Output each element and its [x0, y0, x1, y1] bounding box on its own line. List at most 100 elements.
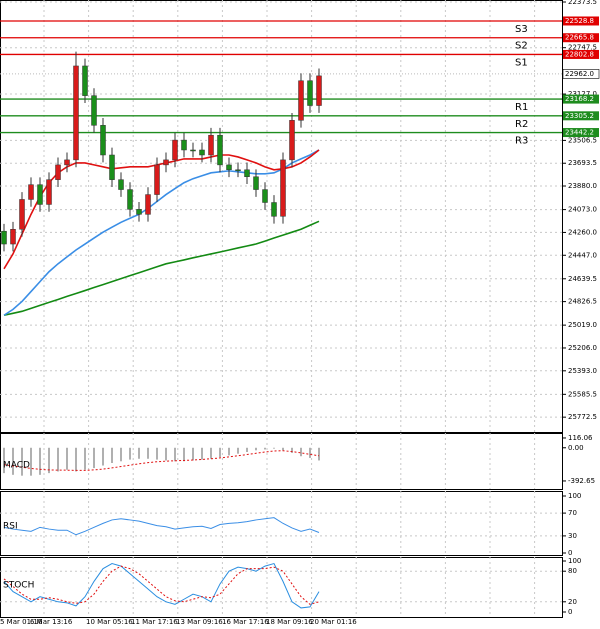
- candle-body: [262, 189, 268, 203]
- macd-bar: [273, 447, 275, 449]
- macd-bar: [57, 447, 59, 472]
- x-tick-label: 11 Mar 17:16: [131, 618, 178, 626]
- candle-body: [1, 230, 7, 245]
- macd-bar: [165, 447, 167, 461]
- macd-bar: [264, 447, 266, 450]
- candle-body: [19, 199, 25, 230]
- macd-bar: [111, 447, 113, 463]
- macd-bar: [219, 447, 221, 458]
- x-tick-label: 18 Mar 09:16: [266, 618, 313, 626]
- x-tick-label: 13 Mar 09:16: [176, 618, 223, 626]
- y-tick-label: 100: [568, 492, 581, 500]
- level-name: R1: [515, 102, 528, 113]
- level-value: 22802.8: [565, 50, 594, 58]
- y-tick-label: 22747.5: [568, 44, 597, 52]
- signal-line: [3, 565, 320, 605]
- macd-bar: [66, 447, 68, 470]
- candle-body: [307, 80, 313, 106]
- y-tick-label: 116.06: [568, 434, 593, 442]
- level-value: 22528.8: [565, 17, 594, 25]
- y-tick-label: 24073.0: [568, 206, 597, 214]
- candle-body: [28, 184, 34, 200]
- macd-bar: [102, 447, 104, 466]
- moving-average: [3, 149, 320, 316]
- level-value: 22665.8: [565, 34, 594, 42]
- candle-body: [37, 184, 43, 205]
- y-tick-label: 23127.0: [568, 90, 597, 98]
- candle-body: [100, 125, 106, 156]
- level-value: 23168.2: [565, 95, 594, 103]
- macd-bar: [255, 447, 257, 451]
- level-tag: [563, 33, 599, 43]
- level-name: R2: [515, 119, 528, 130]
- x-tick-label: 6 Mar 13:16: [30, 618, 73, 626]
- y-tick-label: 24826.5: [568, 298, 597, 306]
- indicator-name: RSI: [3, 522, 18, 532]
- candle-body: [64, 159, 70, 166]
- stoch-line: [3, 562, 320, 609]
- x-tick-label: 5 Mar 01:16: [0, 618, 43, 626]
- y-tick-label: 24260.0: [568, 228, 597, 236]
- candle-body: [145, 194, 151, 215]
- macd-bar: [129, 447, 131, 460]
- y-tick-label: 0.00: [568, 444, 584, 452]
- level-name: S3: [515, 24, 528, 35]
- y-tick-label: 25019.0: [568, 321, 597, 329]
- macd-bar: [138, 447, 140, 459]
- level-value: 23305.2: [565, 112, 594, 120]
- y-tick-label: 80: [568, 567, 577, 575]
- macd-bar: [93, 447, 95, 469]
- panel-frame: [0, 433, 563, 490]
- candle-body: [154, 164, 160, 195]
- candle-body: [118, 179, 124, 190]
- y-tick-label: 25585.5: [568, 390, 597, 398]
- candle-body: [298, 80, 304, 121]
- macd-bar: [84, 447, 86, 470]
- y-tick-label: 0: [568, 549, 572, 557]
- indicator-name: STOCH: [3, 581, 34, 591]
- indicator-name: MACD: [3, 461, 30, 471]
- y-tick-label: 25206.0: [568, 344, 597, 352]
- macd-bar: [318, 447, 320, 461]
- y-tick-label: 20: [568, 598, 577, 606]
- candle-body: [208, 134, 214, 156]
- candle-body: [109, 154, 115, 180]
- candle-body: [244, 169, 250, 177]
- level-name: S2: [515, 41, 528, 52]
- candle-body: [253, 176, 259, 190]
- level-tag: [563, 128, 599, 138]
- candle-body: [46, 179, 52, 205]
- macd-bar: [39, 447, 41, 475]
- candle-body: [163, 159, 169, 166]
- candle-body: [190, 149, 196, 152]
- x-tick-label: 10 Mar 05:16: [86, 618, 133, 626]
- candle-body: [226, 164, 232, 171]
- signal-line: [3, 450, 320, 471]
- macd-bar: [300, 447, 302, 457]
- macd-bar: [75, 447, 77, 472]
- x-tick-label: 16 Mar 17:16: [222, 618, 269, 626]
- candle-body: [217, 134, 223, 166]
- candle-body: [91, 95, 97, 126]
- candle-body: [289, 120, 295, 161]
- macd-bar: [309, 447, 311, 458]
- panel-frame: [0, 0, 563, 433]
- moving-average: [3, 220, 320, 317]
- y-tick-label: 0: [568, 608, 572, 616]
- y-tick-label: 22373.5: [568, 0, 597, 6]
- level-tag: [563, 94, 599, 104]
- y-tick-label: 24447.0: [568, 251, 597, 259]
- macd-bar: [174, 447, 176, 462]
- macd-bar: [3, 447, 5, 474]
- candle-body: [82, 65, 88, 96]
- level-tag: [563, 111, 599, 121]
- macd-bar: [183, 447, 185, 462]
- level-tag: [563, 49, 599, 59]
- macd-bar: [192, 447, 194, 461]
- level-name: S1: [515, 57, 528, 68]
- macd-bar: [228, 447, 230, 456]
- macd-bar: [210, 447, 212, 459]
- rsi-line: [3, 517, 320, 536]
- macd-bar: [246, 447, 248, 452]
